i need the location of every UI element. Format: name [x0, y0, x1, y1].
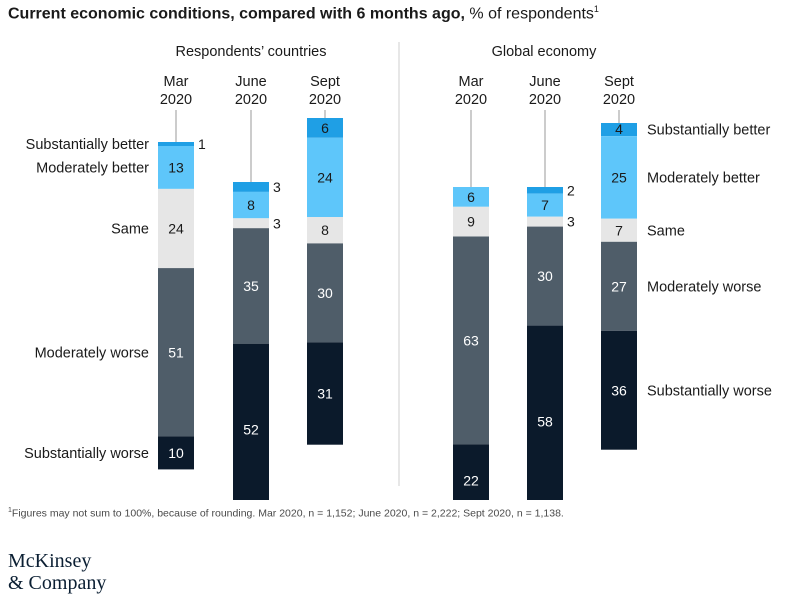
data-label-moderately-better: 8 [247, 197, 255, 213]
period-label-month: June [529, 74, 560, 90]
legend-right-moderately-better: Moderately better [647, 170, 760, 186]
data-label-substantially-worse: 10 [168, 445, 184, 461]
bar-segment-same [158, 188, 194, 269]
legend-left-same: Same [111, 222, 149, 238]
period-label-year: 2020 [235, 92, 267, 108]
period-label-month: Mar [164, 74, 189, 90]
data-label-same: 9 [467, 214, 475, 230]
bar-segment-substantially-better [158, 142, 194, 146]
bar-segment-substantially-worse [307, 342, 343, 445]
data-label-moderately-worse: 30 [317, 285, 333, 301]
data-label-moderately-worse: 30 [537, 268, 553, 284]
data-label-same: 7 [615, 222, 623, 238]
bar-segment-moderately-better [233, 191, 269, 219]
legend-left-substantially-better: Substantially better [26, 137, 149, 153]
mckinsey-logo: McKinsey & Company [8, 550, 106, 594]
bar-segment-substantially-better [233, 182, 269, 192]
bar-segment-same [233, 218, 269, 229]
data-label-moderately-worse: 63 [463, 332, 479, 348]
stacked-bar-chart: Respondents’ countriesMar2020113245110Ju… [24, 42, 772, 500]
bar-segment-moderately-worse [233, 228, 269, 344]
legend-right-moderately-worse: Moderately worse [647, 279, 761, 295]
bar-segment-substantially-worse [453, 444, 489, 500]
panel-title: Global economy [492, 44, 598, 60]
bar-segment-moderately-better [453, 187, 489, 207]
footnote-text: Figures may not sum to 100%, because of … [11, 507, 564, 520]
period-label-month: Mar [459, 74, 484, 90]
footnote-marker: 1 [8, 507, 12, 514]
bar-segment-same [601, 218, 637, 242]
data-label-substantially-better: 2 [567, 182, 575, 198]
data-label-substantially-worse: 58 [537, 413, 553, 429]
bar-segment-substantially-better [527, 187, 563, 194]
data-label-same: 3 [567, 214, 575, 230]
legend-left-moderately-worse: Moderately worse [35, 345, 149, 361]
bar-segment-moderately-worse [453, 236, 489, 445]
legend-left-moderately-better: Moderately better [36, 160, 149, 176]
data-label-substantially-worse: 31 [317, 386, 333, 402]
data-label-moderately-better: 7 [541, 197, 549, 213]
period-label-month: June [235, 74, 266, 90]
data-label-moderately-better: 6 [467, 189, 475, 205]
legend-left-substantially-worse: Substantially worse [24, 446, 149, 462]
logo-line-2: & Company [8, 572, 107, 594]
period-label-year: 2020 [309, 92, 341, 108]
bar-segment-moderately-worse [307, 243, 343, 343]
period-label-year: 2020 [160, 92, 192, 108]
data-label-substantially-worse: 36 [611, 382, 627, 398]
chart-title-bold: Current economic conditions, compared wi… [8, 5, 465, 23]
data-label-substantially-better: 1 [198, 136, 206, 152]
data-label-same: 3 [273, 215, 281, 231]
period-label-year: 2020 [529, 92, 561, 108]
chart-title-unit: % of respondents [469, 5, 594, 23]
panel-title: Respondents’ countries [176, 44, 327, 60]
bar-segment-substantially-better [601, 123, 637, 137]
bar-segment-substantially-worse [158, 436, 194, 470]
period-label-year: 2020 [603, 92, 635, 108]
data-label-substantially-worse: 22 [463, 473, 479, 489]
data-label-substantially-better: 6 [321, 120, 329, 136]
bar-segment-substantially-worse [527, 325, 563, 500]
legend-right-substantially-better: Substantially better [647, 123, 770, 139]
bar-segment-moderately-better [527, 193, 563, 217]
bar-segment-moderately-worse [527, 226, 563, 326]
data-label-substantially-better: 4 [615, 121, 623, 137]
period-label-year: 2020 [455, 92, 487, 108]
data-label-substantially-better: 3 [273, 179, 281, 195]
bar-segment-substantially-worse [601, 330, 637, 450]
data-label-substantially-worse: 52 [243, 422, 259, 438]
bar-segment-substantially-better [307, 118, 343, 138]
bar-segment-moderately-better [601, 136, 637, 219]
data-label-same: 24 [168, 221, 184, 237]
bar-segment-moderately-better [158, 146, 194, 189]
data-label-moderately-better: 24 [317, 169, 333, 185]
data-label-moderately-worse: 27 [611, 278, 627, 294]
chart-title: Current economic conditions, compared wi… [8, 4, 599, 23]
data-label-same: 8 [321, 222, 329, 238]
period-label-month: Sept [310, 74, 340, 90]
bar-segment-same [527, 216, 563, 227]
data-label-moderately-better: 25 [611, 169, 627, 185]
footnote: 1Figures may not sum to 100%, because of… [8, 507, 564, 520]
data-label-moderately-worse: 35 [243, 278, 259, 294]
bar-segment-moderately-better [307, 137, 343, 217]
bar-segment-same [453, 206, 489, 237]
data-label-moderately-worse: 51 [168, 344, 184, 360]
period-label-month: Sept [604, 74, 634, 90]
legend-right-same: Same [647, 223, 685, 239]
bar-segment-moderately-worse [601, 241, 637, 331]
logo-line-1: McKinsey [8, 550, 92, 572]
bar-segment-substantially-worse [233, 343, 269, 500]
bar-segment-moderately-worse [158, 268, 194, 437]
bar-segment-same [307, 217, 343, 244]
legend-right-substantially-worse: Substantially worse [647, 383, 772, 399]
data-label-moderately-better: 13 [168, 159, 184, 175]
chart-title-footnote-marker: 1 [593, 4, 599, 14]
